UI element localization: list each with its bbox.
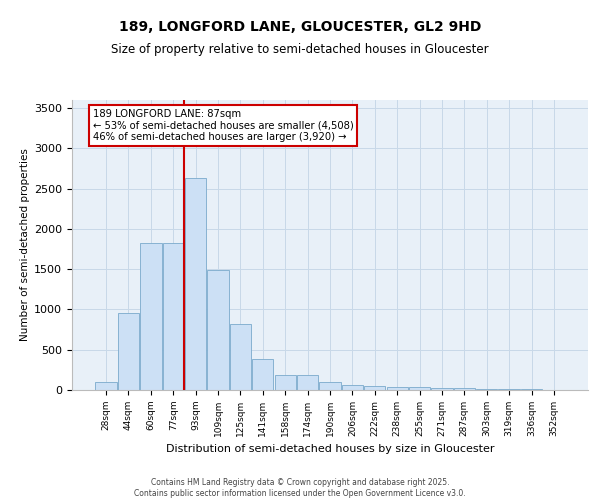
Bar: [297, 375, 318, 390]
Y-axis label: Number of semi-detached properties: Number of semi-detached properties: [20, 148, 30, 342]
Bar: [364, 386, 385, 390]
Text: 189 LONGFORD LANE: 87sqm
← 53% of semi-detached houses are smaller (4,508)
46% o: 189 LONGFORD LANE: 87sqm ← 53% of semi-d…: [92, 108, 353, 142]
Bar: [252, 360, 274, 390]
Bar: [476, 389, 497, 390]
Bar: [499, 389, 520, 390]
Text: Contains HM Land Registry data © Crown copyright and database right 2025.
Contai: Contains HM Land Registry data © Crown c…: [134, 478, 466, 498]
Bar: [95, 382, 117, 390]
Bar: [342, 385, 363, 390]
Bar: [319, 382, 341, 390]
Text: 189, LONGFORD LANE, GLOUCESTER, GL2 9HD: 189, LONGFORD LANE, GLOUCESTER, GL2 9HD: [119, 20, 481, 34]
Text: Size of property relative to semi-detached houses in Gloucester: Size of property relative to semi-detach…: [111, 42, 489, 56]
Bar: [185, 178, 206, 390]
Bar: [230, 324, 251, 390]
Bar: [140, 242, 161, 390]
Bar: [163, 242, 184, 390]
Bar: [454, 388, 475, 390]
Bar: [431, 388, 452, 390]
Bar: [275, 375, 296, 390]
Bar: [386, 387, 408, 390]
Bar: [208, 270, 229, 390]
X-axis label: Distribution of semi-detached houses by size in Gloucester: Distribution of semi-detached houses by …: [166, 444, 494, 454]
Bar: [409, 387, 430, 390]
Bar: [118, 314, 139, 390]
